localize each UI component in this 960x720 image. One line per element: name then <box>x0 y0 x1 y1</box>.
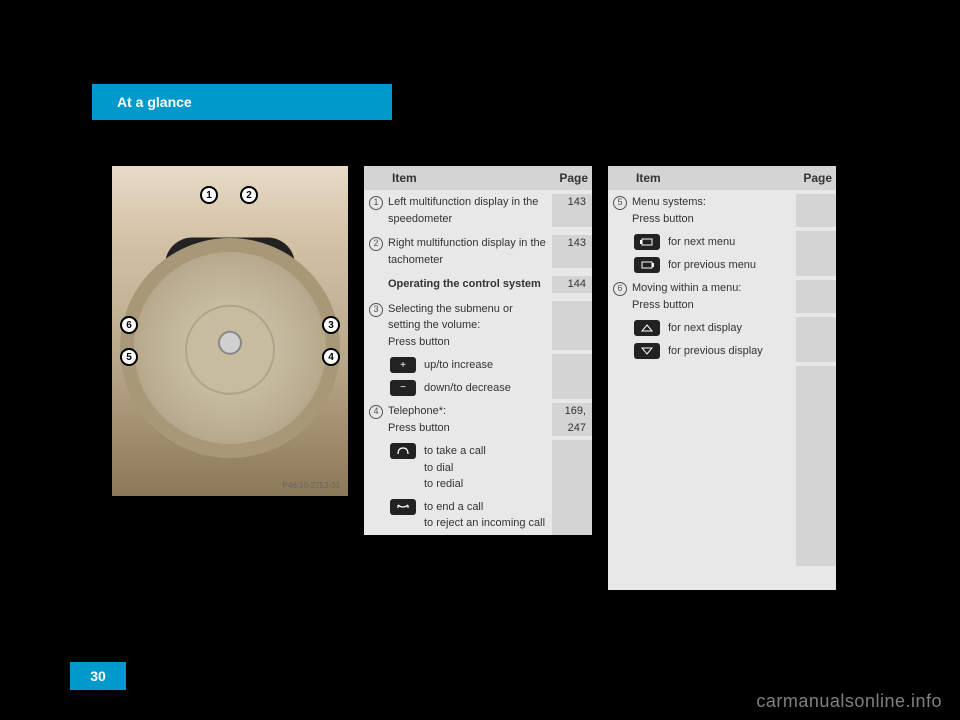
table-body: 1 Left multifunction display in the spee… <box>364 190 592 535</box>
item-text-bold: Operating the control system <box>388 276 552 293</box>
table-row: 5 Menu systems: Press button <box>608 190 836 231</box>
page-number-badge: 30 <box>70 662 126 690</box>
page-ref: 144 <box>552 276 592 293</box>
item-text: Left multifunction display in the speedo… <box>388 194 552 227</box>
table-row: 3 Selecting the submenu or setting the v… <box>364 297 592 355</box>
page-ref: 143 <box>552 235 592 268</box>
marker-icon: 2 <box>369 237 383 251</box>
mercedes-logo-icon <box>218 330 242 354</box>
minus-icon: − <box>390 380 416 396</box>
marker-icon: 1 <box>369 196 383 210</box>
icon-label: for next display <box>668 320 796 337</box>
icon-label: for previous display <box>668 343 796 360</box>
marker-icon: 4 <box>369 405 383 419</box>
steering-wheel-rim <box>120 238 340 458</box>
header-page: Page <box>796 166 836 190</box>
icon-label: to end a call to reject an incoming call <box>424 499 552 532</box>
callout-2: 2 <box>240 186 258 204</box>
icon-label: for previous menu <box>668 257 796 274</box>
header-page: Page <box>552 166 592 190</box>
page-ref <box>796 194 836 227</box>
table-row: + up/to increase − down/to decrease <box>364 354 592 399</box>
callout-5: 5 <box>120 348 138 366</box>
page-ref: 143 <box>552 194 592 227</box>
page-ref: 169, 247 <box>552 403 592 436</box>
table-row: 1 Left multifunction display in the spee… <box>364 190 592 231</box>
callout-6: 6 <box>120 316 138 334</box>
steering-wheel-hub <box>185 304 275 394</box>
table-row: for next menu for previous menu <box>608 231 836 276</box>
icon-label: to take a call to dial to redial <box>424 443 552 493</box>
header-item: Item <box>388 166 552 190</box>
table-row: to take a call to dial to redial to end … <box>364 440 592 535</box>
item-text: Right multifunction display in the tacho… <box>388 235 552 268</box>
table-row: 2 Right multifunction display in the tac… <box>364 231 592 272</box>
callout-1: 1 <box>200 186 218 204</box>
steering-wheel-figure: 1 2 3 4 5 6 P46.10-2753-31 <box>112 166 348 496</box>
item-text: Telephone*: Press button <box>388 403 552 436</box>
page-content: 1 2 3 4 5 6 P46.10-2753-31 Item Page 1 L… <box>70 120 890 690</box>
icon-label: up/to increase <box>424 357 552 374</box>
item-text: Menu systems: Press button <box>632 194 796 227</box>
table-row: for next display for previous display <box>608 317 836 362</box>
marker-icon: 5 <box>613 196 627 210</box>
page-ref <box>796 280 836 313</box>
header-item: Item <box>632 166 796 190</box>
item-text: Moving within a menu: Press button <box>632 280 796 313</box>
watermark-text: carmanualsonline.info <box>756 691 942 712</box>
phone-end-icon <box>390 499 416 515</box>
icon-label: for next menu <box>668 234 796 251</box>
reference-table-2: Item Page 5 Menu systems: Press button f… <box>608 166 836 590</box>
table-row: 4 Telephone*: Press button 169, 247 <box>364 399 592 440</box>
table-header: Item Page <box>608 166 836 190</box>
table-row: Operating the control system 144 <box>364 272 592 297</box>
table-row: 6 Moving within a menu: Press button <box>608 276 836 317</box>
page-ref <box>552 301 592 351</box>
figure-reference-label: P46.10-2753-31 <box>283 481 340 490</box>
reference-table-1: Item Page 1 Left multifunction display i… <box>364 166 592 535</box>
plus-icon: + <box>390 357 416 373</box>
item-text: Selecting the submenu or setting the vol… <box>388 301 552 351</box>
display-up-icon <box>634 320 660 336</box>
header-bar: At a glance <box>92 84 392 120</box>
menu-next-icon <box>634 234 660 250</box>
callout-3: 3 <box>322 316 340 334</box>
phone-accept-icon <box>390 443 416 459</box>
header-title: At a glance <box>117 94 192 110</box>
marker-icon: 3 <box>369 303 383 317</box>
table-body: 5 Menu systems: Press button for next me… <box>608 190 836 590</box>
marker-icon: 6 <box>613 282 627 296</box>
callout-4: 4 <box>322 348 340 366</box>
table-header: Item Page <box>364 166 592 190</box>
menu-prev-icon <box>634 257 660 273</box>
display-down-icon <box>634 343 660 359</box>
icon-label: down/to decrease <box>424 380 552 397</box>
